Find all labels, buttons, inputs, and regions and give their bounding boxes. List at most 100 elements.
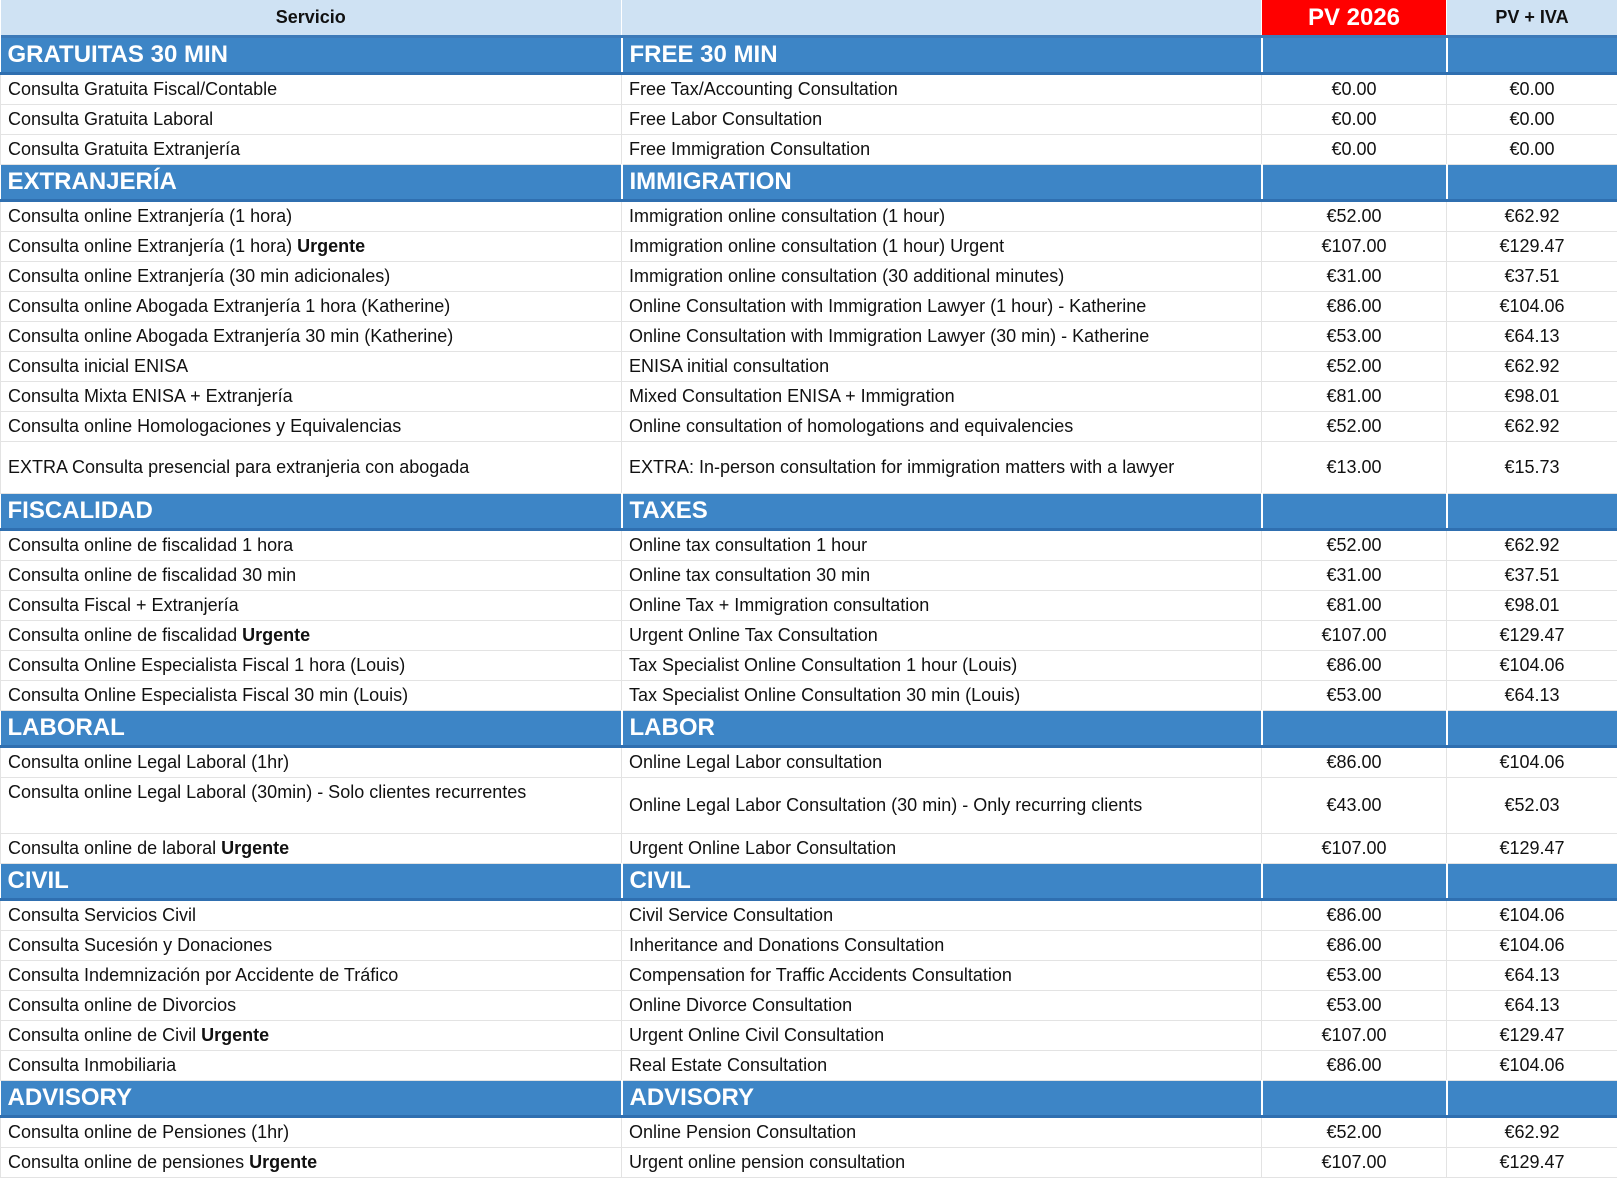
service-name-es[interactable]: Consulta Inmobiliaria (1, 1051, 622, 1081)
service-name-en[interactable]: Immigration online consultation (30 addi… (622, 262, 1262, 292)
price-pv-iva[interactable]: €62.92 (1447, 201, 1617, 232)
price-pv-iva[interactable]: €15.73 (1447, 442, 1617, 494)
service-name-es[interactable]: Consulta online de Pensiones (1hr) (1, 1117, 622, 1148)
price-pv-2026[interactable]: €53.00 (1262, 681, 1447, 711)
section-title-es[interactable]: LABORAL (1, 711, 622, 747)
price-pv-2026[interactable]: €107.00 (1262, 621, 1447, 651)
service-name-es[interactable]: Consulta online de Divorcios (1, 991, 622, 1021)
price-pv-2026[interactable]: €81.00 (1262, 591, 1447, 621)
price-pv-iva[interactable]: €104.06 (1447, 651, 1617, 681)
service-name-es[interactable]: Consulta Indemnización por Accidente de … (1, 961, 622, 991)
price-pv-2026[interactable]: €31.00 (1262, 561, 1447, 591)
price-pv-iva[interactable]: €62.92 (1447, 530, 1617, 561)
service-name-es[interactable]: Consulta Online Especialista Fiscal 1 ho… (1, 651, 622, 681)
price-pv-2026[interactable]: €86.00 (1262, 931, 1447, 961)
service-name-en[interactable]: Real Estate Consultation (622, 1051, 1262, 1081)
price-pv-2026[interactable]: €107.00 (1262, 1021, 1447, 1051)
header-pv-iva[interactable]: PV + IVA (1447, 0, 1617, 37)
price-pv-iva[interactable]: €104.06 (1447, 900, 1617, 931)
price-pv-2026[interactable]: €0.00 (1262, 74, 1447, 105)
price-pv-iva[interactable]: €64.13 (1447, 322, 1617, 352)
service-name-es[interactable]: Consulta online de fiscalidad 30 min (1, 561, 622, 591)
price-pv-2026[interactable]: €53.00 (1262, 991, 1447, 1021)
price-pv-2026[interactable]: €107.00 (1262, 834, 1447, 864)
service-name-es[interactable]: Consulta Online Especialista Fiscal 30 m… (1, 681, 622, 711)
price-pv-2026[interactable]: €52.00 (1262, 201, 1447, 232)
service-name-es[interactable]: Consulta online de Civil Urgente (1, 1021, 622, 1051)
price-pv-2026[interactable]: €52.00 (1262, 530, 1447, 561)
service-name-en[interactable]: Online Pension Consultation (622, 1117, 1262, 1148)
service-name-en[interactable]: Urgent Online Labor Consultation (622, 834, 1262, 864)
header-pv-2026[interactable]: PV 2026 (1262, 0, 1447, 37)
price-pv-2026[interactable]: €52.00 (1262, 352, 1447, 382)
price-pv-iva[interactable]: €98.01 (1447, 591, 1617, 621)
price-pv-iva[interactable]: €62.92 (1447, 1117, 1617, 1148)
service-name-en[interactable]: ENISA initial consultation (622, 352, 1262, 382)
section-empty-pv[interactable] (1262, 711, 1447, 747)
price-pv-2026[interactable]: €53.00 (1262, 961, 1447, 991)
section-empty-pv[interactable] (1262, 864, 1447, 900)
service-name-en[interactable]: Compensation for Traffic Accidents Consu… (622, 961, 1262, 991)
service-name-es[interactable]: Consulta Fiscal + Extranjería (1, 591, 622, 621)
service-name-es[interactable]: Consulta online Homologaciones y Equival… (1, 412, 622, 442)
price-pv-iva[interactable]: €104.06 (1447, 747, 1617, 778)
service-name-en[interactable]: Inheritance and Donations Consultation (622, 931, 1262, 961)
price-pv-iva[interactable]: €129.47 (1447, 232, 1617, 262)
service-name-en[interactable]: Online consultation of homologations and… (622, 412, 1262, 442)
price-pv-2026[interactable]: €86.00 (1262, 900, 1447, 931)
price-pv-2026[interactable]: €43.00 (1262, 778, 1447, 834)
price-pv-2026[interactable]: €86.00 (1262, 651, 1447, 681)
section-title-es[interactable]: EXTRANJERÍA (1, 165, 622, 201)
service-name-en[interactable]: Tax Specialist Online Consultation 30 mi… (622, 681, 1262, 711)
price-pv-2026[interactable]: €53.00 (1262, 322, 1447, 352)
section-title-en[interactable]: LABOR (622, 711, 1262, 747)
price-pv-2026[interactable]: €13.00 (1262, 442, 1447, 494)
price-pv-iva[interactable]: €62.92 (1447, 352, 1617, 382)
price-pv-2026[interactable]: €86.00 (1262, 292, 1447, 322)
section-empty-iva[interactable] (1447, 1081, 1617, 1117)
header-servicio[interactable]: Servicio (1, 0, 622, 37)
service-name-en[interactable]: Online Consultation with Immigration Law… (622, 322, 1262, 352)
service-name-en[interactable]: Online Legal Labor Consultation (30 min)… (622, 778, 1262, 834)
price-pv-iva[interactable]: €129.47 (1447, 1021, 1617, 1051)
service-name-es[interactable]: Consulta online Legal Laboral (1hr) (1, 747, 622, 778)
price-pv-iva[interactable]: €64.13 (1447, 991, 1617, 1021)
service-name-en[interactable]: Immigration online consultation (1 hour) (622, 201, 1262, 232)
section-empty-iva[interactable] (1447, 494, 1617, 530)
price-pv-iva[interactable]: €64.13 (1447, 681, 1617, 711)
service-name-es[interactable]: Consulta Mixta ENISA + Extranjería (1, 382, 622, 412)
price-pv-iva[interactable]: €37.51 (1447, 561, 1617, 591)
service-name-en[interactable]: Online Divorce Consultation (622, 991, 1262, 1021)
price-pv-iva[interactable]: €0.00 (1447, 135, 1617, 165)
service-name-en[interactable]: Online Legal Labor consultation (622, 747, 1262, 778)
price-pv-2026[interactable]: €107.00 (1262, 1148, 1447, 1178)
price-pv-iva[interactable]: €0.00 (1447, 105, 1617, 135)
service-name-es[interactable]: Consulta online de fiscalidad Urgente (1, 621, 622, 651)
service-name-es[interactable]: Consulta online Extranjería (30 min adic… (1, 262, 622, 292)
service-name-en[interactable]: Urgent Online Civil Consultation (622, 1021, 1262, 1051)
section-title-en[interactable]: IMMIGRATION (622, 165, 1262, 201)
section-empty-iva[interactable] (1447, 864, 1617, 900)
price-pv-2026[interactable]: €31.00 (1262, 262, 1447, 292)
service-name-es[interactable]: Consulta Servicios Civil (1, 900, 622, 931)
section-title-en[interactable]: ADVISORY (622, 1081, 1262, 1117)
service-name-en[interactable]: Online tax consultation 1 hour (622, 530, 1262, 561)
service-name-en[interactable]: Online Tax + Immigration consultation (622, 591, 1262, 621)
section-title-es[interactable]: FISCALIDAD (1, 494, 622, 530)
price-pv-iva[interactable]: €62.92 (1447, 412, 1617, 442)
price-pv-iva[interactable]: €104.06 (1447, 1051, 1617, 1081)
section-title-en[interactable]: FREE 30 MIN (622, 37, 1262, 74)
section-empty-pv[interactable] (1262, 165, 1447, 201)
price-pv-iva[interactable]: €129.47 (1447, 834, 1617, 864)
section-title-es[interactable]: CIVIL (1, 864, 622, 900)
price-pv-2026[interactable]: €81.00 (1262, 382, 1447, 412)
section-empty-iva[interactable] (1447, 165, 1617, 201)
price-pv-iva[interactable]: €98.01 (1447, 382, 1617, 412)
service-name-en[interactable]: Free Labor Consultation (622, 105, 1262, 135)
service-name-en[interactable]: Online tax consultation 30 min (622, 561, 1262, 591)
section-title-es[interactable]: ADVISORY (1, 1081, 622, 1117)
service-name-es[interactable]: Consulta Gratuita Laboral (1, 105, 622, 135)
section-title-en[interactable]: TAXES (622, 494, 1262, 530)
service-name-es[interactable]: Consulta online Extranjería (1 hora) Urg… (1, 232, 622, 262)
service-name-en[interactable]: Urgent Online Tax Consultation (622, 621, 1262, 651)
